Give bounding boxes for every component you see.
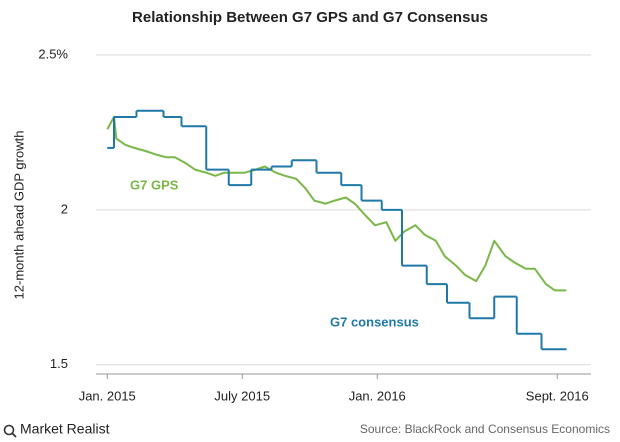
x-tick-label: Sept. 2016 — [526, 388, 589, 403]
chart-title: Relationship Between G7 GPS and G7 Conse… — [132, 9, 488, 26]
logo: Market Realist — [3, 421, 110, 438]
source: Source: BlackRock and Consensus Economic… — [360, 422, 610, 436]
x-tick-label: July 2015 — [214, 388, 270, 403]
series-label: G7 GPS — [130, 177, 179, 192]
logo-icon — [11, 432, 17, 438]
x-tick-label: Jan. 2015 — [79, 388, 136, 403]
logo-icon — [3, 424, 15, 436]
series-label: G7 consensus — [330, 314, 419, 329]
logo-text: Market Realist — [20, 421, 110, 437]
y-axis-label: 12-month ahead GDP growth — [11, 131, 26, 300]
y-tick-label: 2 — [61, 201, 68, 216]
y-tick-label: 2.5% — [38, 46, 68, 61]
x-tick-label: Jan. 2016 — [349, 388, 406, 403]
y-tick-label: 1.5 — [50, 356, 68, 371]
series-line — [106, 115, 567, 292]
